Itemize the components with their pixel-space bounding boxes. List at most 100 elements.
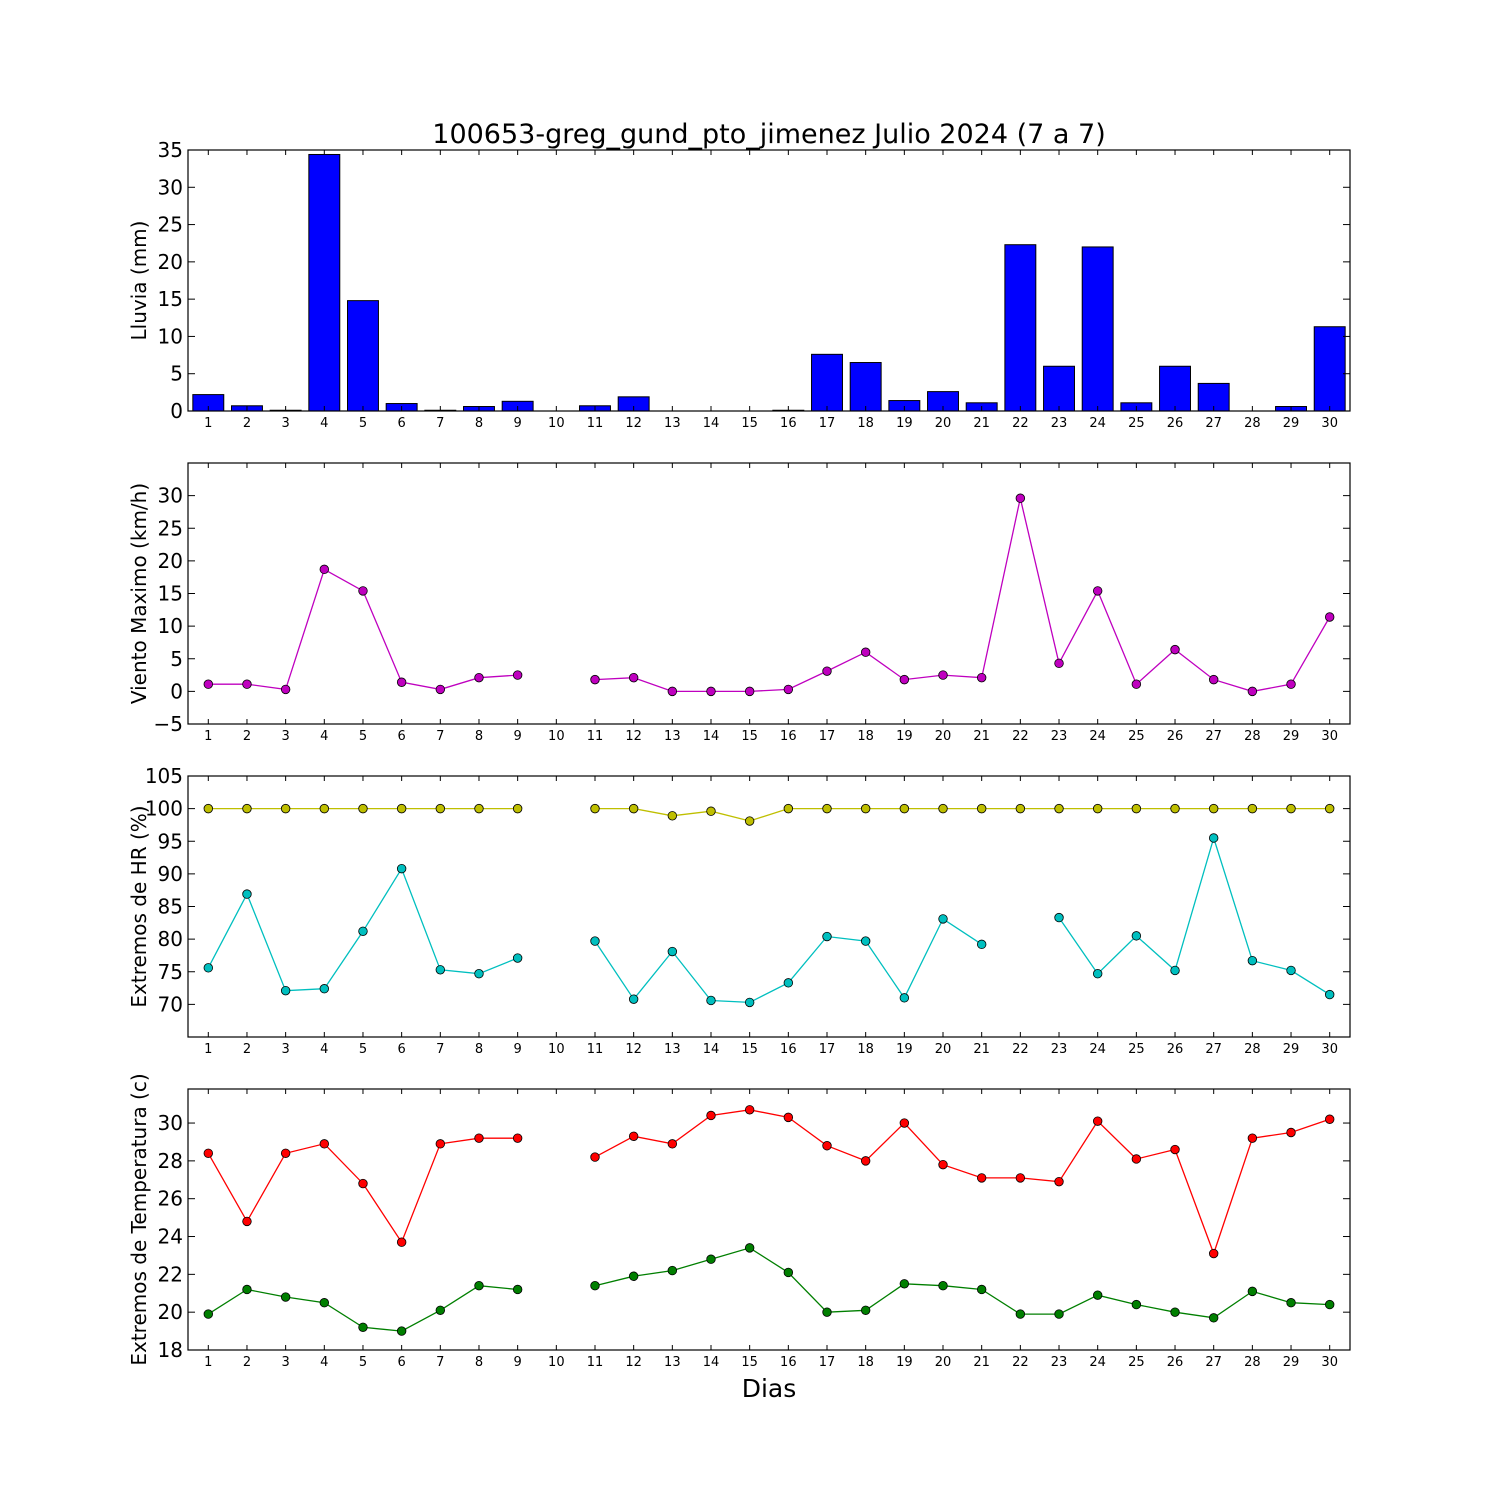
data-point: [860, 647, 871, 657]
x-tick-label: 28: [1244, 1355, 1261, 1370]
data-point: [899, 1279, 910, 1289]
data-point: [822, 1141, 832, 1151]
data-point: [628, 803, 639, 814]
data-point: [783, 803, 794, 814]
data-point: [1324, 803, 1335, 814]
data-point: [435, 1139, 446, 1149]
data-point: [1247, 686, 1258, 697]
data-point: [203, 1309, 214, 1319]
data-point: [628, 1131, 639, 1141]
y-axis-label: Viento Maximo (km/h): [127, 483, 151, 704]
y-tick-label: 10: [158, 324, 183, 348]
data-point: [899, 674, 910, 685]
x-tick-label: 23: [1051, 1042, 1068, 1057]
data-point: [1286, 965, 1296, 976]
y-tick-label: 26: [158, 1187, 183, 1211]
x-tick-label: 26: [1167, 1355, 1184, 1370]
y-tick-label: 10: [158, 614, 183, 638]
x-tick-label: 20: [935, 1355, 952, 1370]
data-point: [435, 965, 446, 975]
x-tick-label: 21: [973, 1042, 990, 1057]
data-point: [1092, 1290, 1103, 1300]
data-point: [667, 1139, 678, 1149]
x-tick-label: 9: [514, 1355, 522, 1370]
data-point: [590, 1280, 600, 1291]
data-point: [938, 670, 948, 680]
bar: [347, 300, 379, 412]
x-tick-label: 6: [398, 1042, 406, 1057]
x-tick-label: 20: [935, 416, 952, 431]
x-tick-label: 16: [780, 1042, 797, 1057]
y-tick-label: 28: [158, 1149, 183, 1173]
x-tick-label: 30: [1321, 1042, 1338, 1057]
data-point: [1324, 612, 1335, 622]
x-tick-label: 15: [741, 416, 758, 431]
data-point: [744, 1243, 755, 1253]
x-tick-label: 29: [1283, 1042, 1300, 1057]
data-point: [512, 670, 523, 680]
x-tick-label: 13: [664, 416, 681, 431]
y-tick-label: −5: [154, 712, 183, 736]
x-tick-label: 4: [320, 1355, 328, 1370]
x-tick-label: 12: [625, 1042, 642, 1057]
x-tick-label: 4: [320, 416, 328, 431]
x-tick-label: 17: [819, 1042, 836, 1057]
y-tick-label: 90: [158, 862, 183, 886]
data-point: [1131, 931, 1142, 941]
x-axis: 1 2 3 4 5 6 7 8 9 10 11 12 13 14 15 16 17 18 19 20 21 22 23 24 2…: [204, 463, 1338, 744]
x-tick-label: 10: [548, 729, 565, 744]
data-point: [319, 984, 330, 994]
data-point: [203, 1148, 214, 1159]
data-point: [1324, 1299, 1335, 1310]
y-tick-label: 15: [158, 287, 183, 311]
x-tick-label: 10: [548, 416, 565, 431]
chart-title: 100653-greg_gund_pto_jimenez Julio 2024 …: [432, 119, 1105, 150]
x-tick-label: 14: [703, 416, 720, 431]
x-tick-label: 21: [973, 416, 990, 431]
x-tick-label: 20: [935, 729, 952, 744]
x-tick-label: 23: [1051, 1355, 1068, 1370]
data-point: [744, 997, 755, 1008]
y-tick-label: 70: [158, 992, 183, 1016]
data-point: [744, 686, 755, 697]
data-point: [1131, 803, 1142, 814]
data-point: [280, 684, 291, 695]
data-point: [976, 803, 987, 814]
y-tick-label: 5: [170, 362, 183, 386]
data-point: [667, 946, 678, 957]
data-point: [628, 1271, 639, 1281]
y-tick-label: 25: [158, 213, 183, 237]
y-tick-label: 30: [158, 175, 183, 199]
series-line: [594, 917, 983, 1004]
data-point: [1092, 586, 1103, 596]
y-tick-label: 35: [158, 138, 183, 162]
y-axis: 70 75 80 85 90 95 100 105: [145, 764, 1350, 1016]
series-line: [594, 1247, 1330, 1319]
x-tick-label: 17: [819, 1355, 836, 1370]
x-tick-label: 14: [703, 729, 720, 744]
x-tick-label: 3: [281, 416, 289, 431]
data-point: [1015, 1309, 1026, 1319]
data-point: [396, 677, 407, 687]
data-point: [706, 686, 716, 697]
x-tick-label: 5: [359, 416, 367, 431]
bar: [1313, 326, 1346, 412]
data-point: [628, 672, 639, 683]
x-tick-label: 27: [1205, 1355, 1222, 1370]
data-point: [1054, 658, 1064, 669]
x-tick-label: 15: [741, 1355, 758, 1370]
x-tick-label: 27: [1205, 729, 1222, 744]
data-point: [899, 1118, 910, 1128]
data-point: [976, 1173, 987, 1183]
y-tick-label: 80: [158, 927, 183, 951]
x-tick-label: 17: [819, 729, 836, 744]
data-point: [860, 936, 871, 946]
x-tick-label: 19: [896, 1042, 913, 1057]
x-tick-label: 3: [281, 1042, 289, 1057]
x-tick-label: 25: [1128, 1042, 1145, 1057]
data-point: [1170, 1307, 1180, 1317]
y-tick-label: 30: [158, 1111, 183, 1135]
x-tick-label: 3: [281, 1355, 289, 1370]
